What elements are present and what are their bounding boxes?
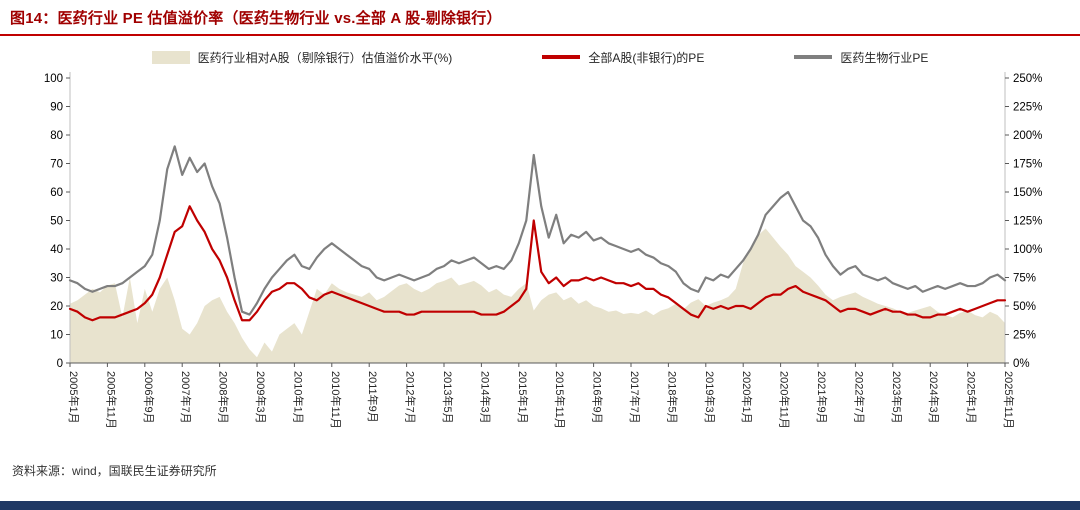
svg-text:2017年7月: 2017年7月: [628, 371, 642, 424]
svg-text:2023年5月: 2023年5月: [890, 371, 904, 424]
svg-text:150%: 150%: [1013, 187, 1042, 199]
legend-item-pharma-pe: 医药生物行业PE: [794, 49, 928, 66]
legend-label-allshares-pe: 全部A股(非银行)的PE: [588, 50, 705, 65]
svg-text:125%: 125%: [1013, 216, 1042, 228]
svg-text:225%: 225%: [1013, 102, 1042, 114]
svg-text:2013年5月: 2013年5月: [441, 371, 455, 424]
svg-text:0%: 0%: [1013, 358, 1030, 370]
svg-text:2011年9月: 2011年9月: [366, 371, 380, 423]
svg-text:20: 20: [50, 301, 63, 313]
svg-text:50: 50: [50, 216, 63, 228]
svg-text:70: 70: [50, 159, 63, 171]
chart-legend: 医药行业相对A股（剔除银行）估值溢价水平(%) 全部A股(非银行)的PE 医药生…: [0, 48, 1080, 66]
svg-text:60: 60: [50, 187, 63, 199]
svg-text:175%: 175%: [1013, 159, 1042, 171]
legend-label-pharma-pe: 医药生物行业PE: [840, 50, 929, 65]
svg-text:50%: 50%: [1013, 301, 1036, 313]
chart-area: 0 10 20 30 40 50 60 70 80 90 100 0% 25% 50% 75% 100% 125…: [0, 68, 1080, 460]
pe-premium-chart: 0 10 20 30 40 50 60 70 80 90 100 0% 25% 50% 75% 100% 125…: [44, 72, 1042, 429]
source-note: 资料来源：wind，国联民生证券研究所: [12, 464, 217, 478]
svg-text:2005年11月: 2005年11月: [104, 371, 118, 429]
svg-text:2015年1月: 2015年1月: [516, 371, 530, 424]
svg-text:2015年11月: 2015年11月: [553, 371, 567, 429]
svg-text:2025年11月: 2025年11月: [1002, 371, 1016, 429]
chart-title-bar: 图14：医药行业 PE 估值溢价率（医药生物行业 vs.全部 A 股-剔除银行）: [0, 0, 1080, 36]
svg-text:100: 100: [44, 73, 63, 85]
svg-text:2021年9月: 2021年9月: [815, 371, 829, 424]
svg-text:2020年11月: 2020年11月: [778, 371, 792, 429]
svg-text:2012年7月: 2012年7月: [404, 371, 418, 424]
legend-item-allshares-pe: 全部A股(非银行)的PE: [542, 49, 704, 66]
svg-text:2022年7月: 2022年7月: [852, 371, 866, 424]
legend-item-premium: 医药行业相对A股（剔除银行）估值溢价水平(%): [151, 49, 453, 66]
svg-text:30: 30: [50, 273, 63, 285]
svg-text:2025年1月: 2025年1月: [965, 371, 979, 424]
svg-text:250%: 250%: [1013, 73, 1042, 85]
svg-text:0: 0: [57, 358, 63, 370]
svg-text:2020年1月: 2020年1月: [740, 371, 754, 424]
svg-text:2007年7月: 2007年7月: [179, 371, 193, 424]
legend-area-swatch: [151, 50, 190, 64]
svg-text:90: 90: [50, 102, 63, 114]
svg-text:2008年5月: 2008年5月: [217, 371, 231, 424]
svg-text:2016年9月: 2016年9月: [591, 371, 605, 424]
svg-text:2010年1月: 2010年1月: [291, 371, 305, 424]
svg-text:2024年3月: 2024年3月: [927, 371, 941, 424]
svg-text:40: 40: [50, 244, 63, 256]
svg-text:25%: 25%: [1013, 330, 1036, 342]
svg-text:2005年1月: 2005年1月: [67, 371, 81, 424]
svg-text:2018年5月: 2018年5月: [665, 371, 679, 424]
legend-gray-line-swatch: [794, 55, 833, 59]
svg-text:2019年3月: 2019年3月: [703, 371, 717, 424]
legend-label-premium: 医药行业相对A股（剔除银行）估值溢价水平(%): [197, 50, 453, 65]
legend-red-line-swatch: [542, 55, 581, 59]
svg-text:80: 80: [50, 130, 63, 142]
svg-text:200%: 200%: [1013, 130, 1042, 142]
svg-text:2014年3月: 2014年3月: [478, 371, 492, 424]
chart-title: 图14：医药行业 PE 估值溢价率（医药生物行业 vs.全部 A 股-剔除银行）: [10, 10, 502, 27]
svg-text:2006年9月: 2006年9月: [142, 371, 156, 424]
svg-text:2010年11月: 2010年11月: [329, 371, 343, 429]
svg-text:75%: 75%: [1013, 273, 1036, 285]
svg-text:2009年3月: 2009年3月: [254, 371, 268, 424]
svg-text:10: 10: [50, 330, 63, 342]
svg-text:100%: 100%: [1013, 244, 1042, 256]
bottom-accent-bar: [0, 501, 1080, 510]
